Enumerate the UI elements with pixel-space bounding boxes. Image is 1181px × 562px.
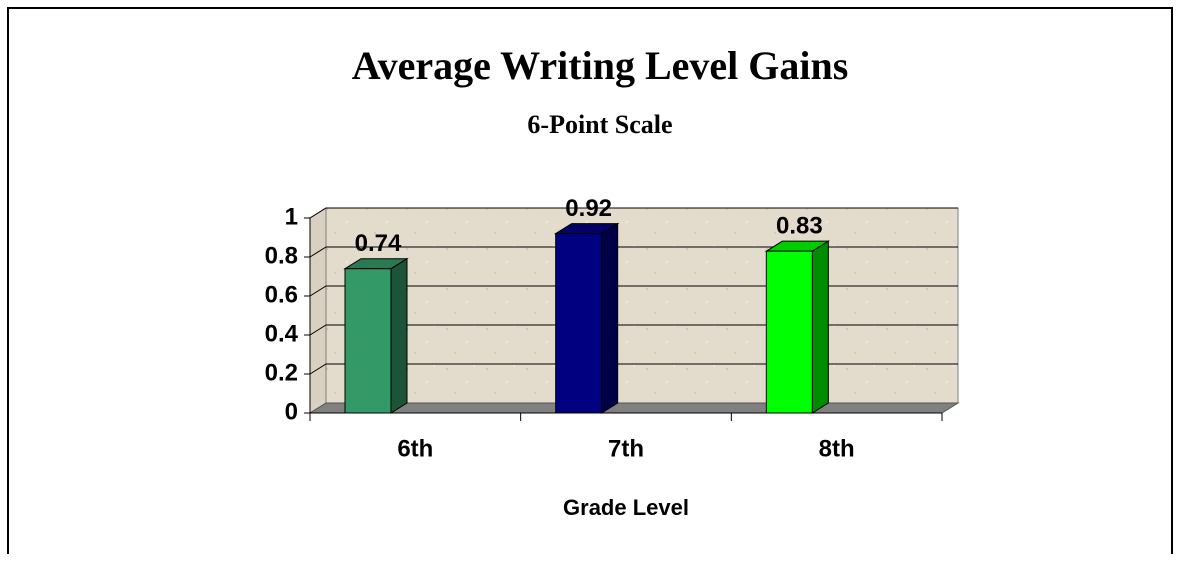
chart-title: Average Writing Level Gains <box>352 43 849 88</box>
data-label: 0.92 <box>565 195 612 222</box>
bar-side <box>601 222 619 414</box>
chart-subtitle: 6-Point Scale <box>527 110 672 139</box>
bar-front <box>765 250 813 414</box>
side-wall <box>309 207 327 414</box>
y-tick-label: 0.6 <box>265 281 298 308</box>
grid-line <box>309 207 958 219</box>
back-wall <box>325 207 959 404</box>
grid-line <box>309 363 958 375</box>
x-tick-label: 6th <box>397 435 433 462</box>
y-tick-label: 0.8 <box>265 242 298 269</box>
y-tick-label: 0.2 <box>265 359 298 386</box>
frame <box>7 7 1173 554</box>
data-label: 0.83 <box>776 212 823 239</box>
x-axis-label: Grade Level <box>563 495 689 520</box>
bar-front <box>344 268 392 414</box>
x-tick-label: 8th <box>819 435 855 462</box>
bar-front <box>555 233 603 414</box>
floor <box>308 402 960 414</box>
x-tick-label: 7th <box>608 435 644 462</box>
grid-line <box>309 285 958 297</box>
y-tick-label: 0 <box>285 398 298 425</box>
data-label: 0.74 <box>355 230 402 257</box>
bar-side <box>390 257 408 414</box>
bar <box>343 257 409 414</box>
grid-line <box>309 246 958 258</box>
bar <box>764 240 831 414</box>
bar <box>553 222 620 414</box>
y-tick-label: 1 <box>285 203 298 230</box>
grid-line <box>309 324 958 336</box>
bar-side <box>811 240 829 414</box>
y-tick-label: 0.4 <box>265 320 299 347</box>
